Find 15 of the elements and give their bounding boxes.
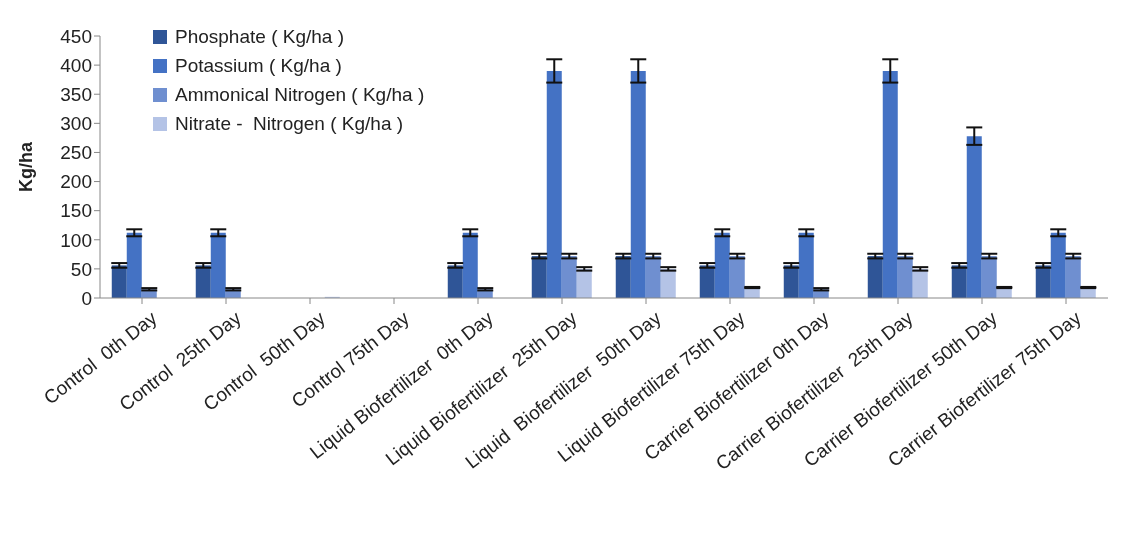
legend-label: Nitrate - Nitrogen ( Kg/ha ) bbox=[175, 112, 404, 136]
y-axis-title: Kg/ha bbox=[16, 141, 37, 193]
y-tick-label: 50 bbox=[70, 258, 92, 280]
y-tick-label: 0 bbox=[81, 287, 92, 309]
legend-label: Potassium ( Kg/ha ) bbox=[175, 54, 342, 78]
legend-label: Ammonical Nitrogen ( Kg/ha ) bbox=[175, 83, 425, 107]
y-tick-label: 400 bbox=[60, 54, 92, 76]
legend-label: Phosphate ( Kg/ha ) bbox=[175, 25, 344, 49]
y-tick-label: 250 bbox=[60, 142, 92, 164]
y-tick-label: 150 bbox=[60, 200, 92, 222]
y-tick-label: 450 bbox=[60, 25, 92, 47]
y-tick-label: 300 bbox=[60, 113, 92, 135]
y-tick-label: 100 bbox=[60, 229, 92, 251]
y-tick-label: 350 bbox=[60, 83, 92, 105]
y-tick-label: 200 bbox=[60, 171, 92, 193]
